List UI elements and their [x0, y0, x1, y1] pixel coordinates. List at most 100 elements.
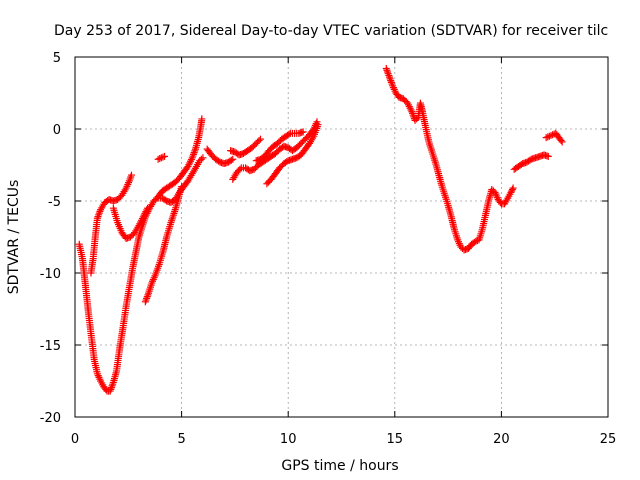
plot-frame [74, 56, 609, 418]
data-point [558, 138, 566, 146]
x-tick-label: 20 [493, 432, 510, 447]
y-tick-label: 0 [53, 123, 61, 138]
data-point [95, 209, 103, 217]
data-point [557, 137, 565, 145]
data-point [93, 214, 101, 222]
grid-lines [75, 57, 608, 417]
data-point [190, 149, 198, 157]
data-point [187, 156, 195, 164]
data-point [542, 134, 550, 142]
data-point [106, 387, 114, 395]
data-point [108, 382, 116, 390]
data-point [256, 135, 264, 143]
data-point [472, 237, 480, 245]
data-point [189, 152, 197, 160]
y-tick-label: -20 [40, 411, 61, 426]
data-point [314, 121, 322, 129]
data-points [75, 65, 566, 395]
data-point [94, 213, 102, 221]
data-point [227, 156, 235, 164]
data-point [408, 108, 416, 116]
data-point [545, 132, 553, 140]
data-point [143, 293, 151, 301]
x-axis-label: GPS time / hours [281, 458, 398, 474]
data-point [299, 128, 307, 136]
data-point [197, 155, 205, 163]
x-tick-label: 25 [600, 432, 617, 447]
data-point [404, 101, 412, 109]
data-point [406, 104, 414, 112]
data-point [142, 208, 150, 216]
data-point [388, 80, 396, 88]
data-point [387, 78, 395, 86]
data-point [143, 294, 151, 302]
x-tick-label: 15 [387, 432, 404, 447]
data-point [156, 155, 164, 163]
x-tick-label: 0 [71, 432, 79, 447]
data-point [236, 165, 244, 173]
data-point [544, 133, 552, 141]
y-tick-label: -10 [40, 267, 61, 282]
data-point [109, 380, 117, 388]
data-point [139, 213, 147, 221]
data-point [198, 115, 206, 123]
data-point [107, 385, 115, 393]
chart-title: Day 253 of 2017, Sidereal Day-to-day VTE… [54, 23, 608, 39]
data-point [385, 71, 393, 79]
data-point [187, 157, 195, 165]
data-point [107, 384, 115, 392]
data-point [138, 216, 146, 224]
data-point [184, 162, 192, 170]
data-point [142, 296, 150, 304]
y-tick-label: 5 [53, 51, 61, 66]
axis-ticks: 0 5 10 15 20 25 -20 -15 -10 -5 0 5 [40, 51, 617, 447]
data-point [188, 154, 196, 162]
data-point [384, 70, 392, 78]
x-tick-label: 5 [177, 432, 185, 447]
data-point [408, 109, 416, 117]
data-point [137, 218, 145, 226]
data-point [387, 77, 395, 85]
data-point [157, 154, 165, 162]
data-point [383, 66, 391, 74]
data-point [255, 137, 263, 145]
x-tick-label: 10 [280, 432, 297, 447]
data-point [544, 152, 552, 160]
data-point [140, 211, 148, 219]
data-point [547, 131, 555, 139]
data-point [384, 68, 392, 76]
data-point [470, 238, 478, 246]
data-point [141, 298, 149, 306]
data-point [161, 152, 169, 160]
data-point [404, 99, 412, 107]
y-tick-label: -15 [40, 339, 61, 354]
data-point [509, 184, 517, 192]
data-point [386, 75, 394, 83]
data-point [159, 153, 167, 161]
y-tick-label: -5 [48, 195, 61, 210]
data-point [285, 130, 293, 138]
data-point [405, 103, 413, 111]
data-point [144, 291, 152, 299]
data-point [508, 185, 516, 193]
data-point [138, 215, 146, 223]
data-point [95, 211, 103, 219]
data-point [190, 150, 198, 158]
data-point [407, 106, 415, 114]
data-point [191, 147, 199, 155]
data-point [382, 65, 390, 73]
data-point [199, 154, 207, 162]
data-point [127, 171, 135, 179]
data-point [96, 207, 104, 215]
data-point [143, 206, 151, 214]
data-point [385, 73, 393, 81]
data-point [136, 220, 144, 228]
data-point [229, 155, 237, 163]
y-axis-label: SDTVAR / TECUs [6, 180, 22, 295]
data-point [135, 221, 143, 229]
data-point [154, 155, 162, 163]
data-point [143, 204, 151, 212]
data-point [141, 209, 149, 217]
data-point [186, 159, 194, 167]
